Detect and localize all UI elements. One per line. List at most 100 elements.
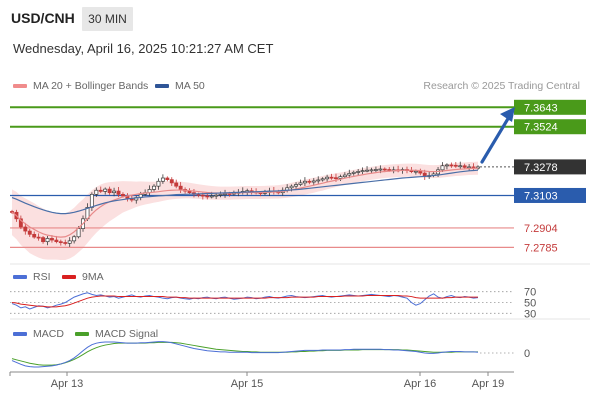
candle-body	[356, 171, 361, 173]
level-label-support: 7.2904	[524, 223, 558, 235]
candle-body	[218, 193, 223, 196]
legend-ma20-label: MA 20 + Bollinger Bands	[33, 80, 149, 92]
timeframe-button[interactable]: 30 MIN	[82, 7, 133, 31]
candle-body	[369, 169, 374, 172]
legend-ma50: MA 50	[155, 80, 205, 92]
rsi-tick-label: 70	[524, 287, 536, 299]
ma50-line	[11, 169, 479, 215]
candle-body	[174, 182, 179, 187]
candle-body	[94, 189, 99, 195]
level-tag-pivot	[514, 187, 586, 203]
legend-macd-signal: MACD Signal	[75, 328, 158, 340]
candle-body	[209, 195, 214, 198]
candle-body	[294, 184, 298, 187]
legend-ma20: MA 20 + Bollinger Bands	[13, 80, 148, 92]
candle-body	[214, 194, 219, 197]
macd-signal-swatch-icon	[75, 332, 89, 336]
level-label-current: 7.3278	[524, 162, 558, 174]
candle-body	[49, 238, 54, 241]
x-axis-label: Apr 16	[404, 378, 436, 390]
candle-body	[165, 177, 170, 180]
candle-body	[63, 242, 68, 244]
legend-rsi-label: RSI	[33, 271, 51, 283]
candle-body	[187, 190, 192, 194]
rsi-tick-label: 30	[524, 308, 536, 320]
legend-macd-label: MACD	[33, 328, 64, 340]
candle-body	[444, 164, 449, 167]
level-label-support: 7.2785	[524, 242, 558, 254]
macd-signal-line	[11, 341, 478, 366]
candle-body	[373, 169, 378, 171]
candle-body	[289, 185, 294, 189]
legend-macd-signal-label: MACD Signal	[95, 328, 159, 340]
level-tag-resistance	[514, 99, 586, 115]
candle-body	[32, 233, 37, 238]
candle-body	[178, 185, 183, 190]
candle-body	[298, 182, 303, 185]
candle-body	[160, 177, 165, 182]
candle-body	[329, 176, 334, 179]
candle-body	[360, 170, 365, 173]
candle-body	[458, 165, 463, 168]
candle-body	[45, 238, 50, 243]
candle-body	[121, 193, 125, 197]
legend-ma50-label: MA 50	[175, 80, 205, 92]
credit-label: Research © 2025 Trading Central	[423, 80, 580, 92]
candle-body	[418, 170, 423, 174]
ma20-swatch-icon	[13, 84, 27, 88]
candle-body	[462, 165, 467, 168]
candle-body	[18, 218, 23, 228]
candle-body	[307, 180, 312, 183]
level-tag-current	[514, 159, 586, 175]
rsi-ma-swatch-icon	[62, 275, 76, 279]
candle-body	[316, 179, 321, 182]
candle-body	[387, 169, 392, 171]
level-label-pivot: 7.3103	[524, 190, 558, 202]
candle-body	[89, 193, 94, 208]
candle-body	[58, 241, 63, 244]
rsi-tick-label: 50	[524, 298, 536, 310]
candle-body	[116, 190, 121, 195]
candle-body	[440, 165, 445, 171]
candle-body	[413, 170, 418, 173]
candle-body	[302, 180, 307, 184]
candle-body	[342, 174, 347, 178]
legend-rsi-ma: 9MA	[62, 271, 104, 283]
candle-body	[205, 195, 210, 198]
candle-body	[36, 236, 41, 239]
candle-body	[152, 185, 156, 190]
candle-body	[98, 189, 103, 192]
candle-body	[378, 168, 383, 171]
macd-tick-label: 0	[524, 348, 530, 360]
candle-body	[467, 166, 472, 169]
candle-body	[103, 188, 108, 192]
macd-swatch-icon	[13, 332, 27, 336]
level-label-resistance: 7.3643	[524, 102, 558, 114]
legend-rsi-ma-label: 9MA	[82, 271, 104, 283]
rsi-ma-line	[11, 294, 478, 308]
candle-body	[112, 190, 117, 194]
candle-body	[107, 188, 112, 194]
candle-body	[156, 180, 161, 187]
legend-rsi: RSI	[13, 271, 51, 283]
bollinger-band	[12, 161, 478, 260]
candle-body	[449, 164, 454, 167]
candle-body	[169, 179, 174, 184]
candle-body	[338, 176, 343, 179]
candle-body	[23, 226, 28, 232]
candle-body	[76, 228, 81, 238]
candle-body	[325, 176, 330, 180]
x-axis-label: Apr 15	[231, 378, 263, 390]
projection-arrow-shaft	[480, 115, 511, 164]
candle-body	[351, 171, 356, 174]
candle-body	[320, 178, 325, 181]
macd-line	[11, 341, 479, 368]
candle-body	[382, 168, 387, 171]
candle-body	[27, 230, 32, 235]
candle-body	[311, 180, 316, 183]
candle-body	[72, 236, 77, 242]
level-tag-resistance	[514, 119, 586, 135]
candle-body	[200, 194, 205, 197]
rsi-line	[11, 292, 479, 310]
